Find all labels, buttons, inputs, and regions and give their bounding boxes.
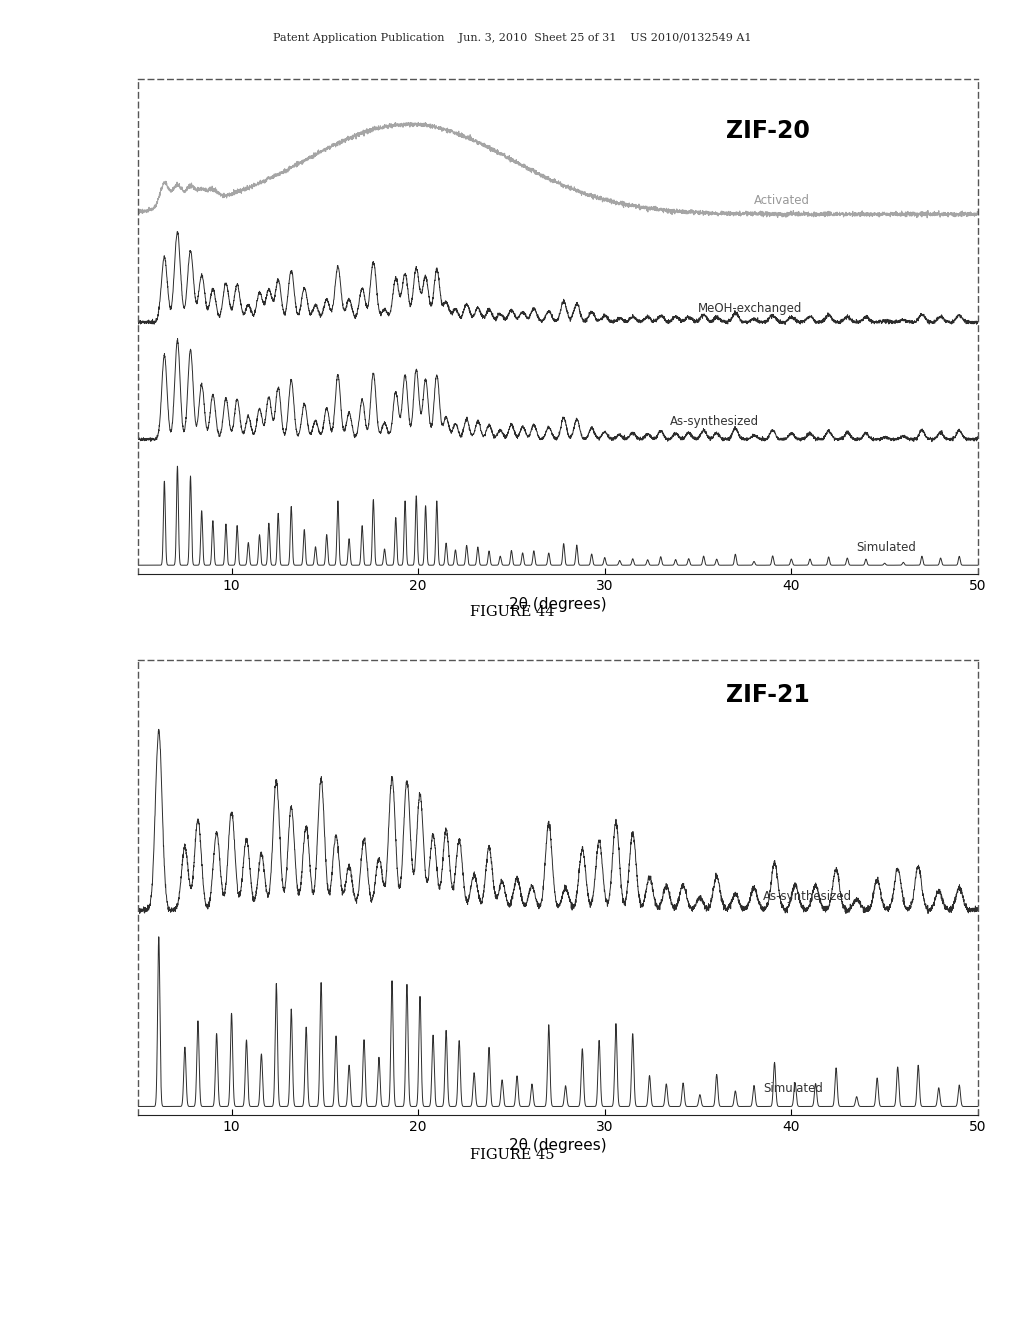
Text: FIGURE 44: FIGURE 44 — [470, 605, 554, 619]
Text: ZIF-21: ZIF-21 — [726, 682, 810, 706]
Text: As-synthesized: As-synthesized — [670, 414, 759, 428]
Text: Simulated: Simulated — [857, 541, 916, 554]
Text: Simulated: Simulated — [763, 1082, 823, 1096]
Text: ZIF-20: ZIF-20 — [726, 119, 810, 143]
X-axis label: 2θ (degrees): 2θ (degrees) — [509, 1138, 607, 1154]
Text: Activated: Activated — [754, 194, 810, 207]
Text: MeOH-exchanged: MeOH-exchanged — [698, 302, 803, 315]
Text: FIGURE 45: FIGURE 45 — [470, 1148, 554, 1163]
X-axis label: 2θ (degrees): 2θ (degrees) — [509, 597, 607, 612]
Text: As-synthesized: As-synthesized — [763, 890, 852, 903]
Text: Patent Application Publication    Jun. 3, 2010  Sheet 25 of 31    US 2010/013254: Patent Application Publication Jun. 3, 2… — [272, 33, 752, 44]
